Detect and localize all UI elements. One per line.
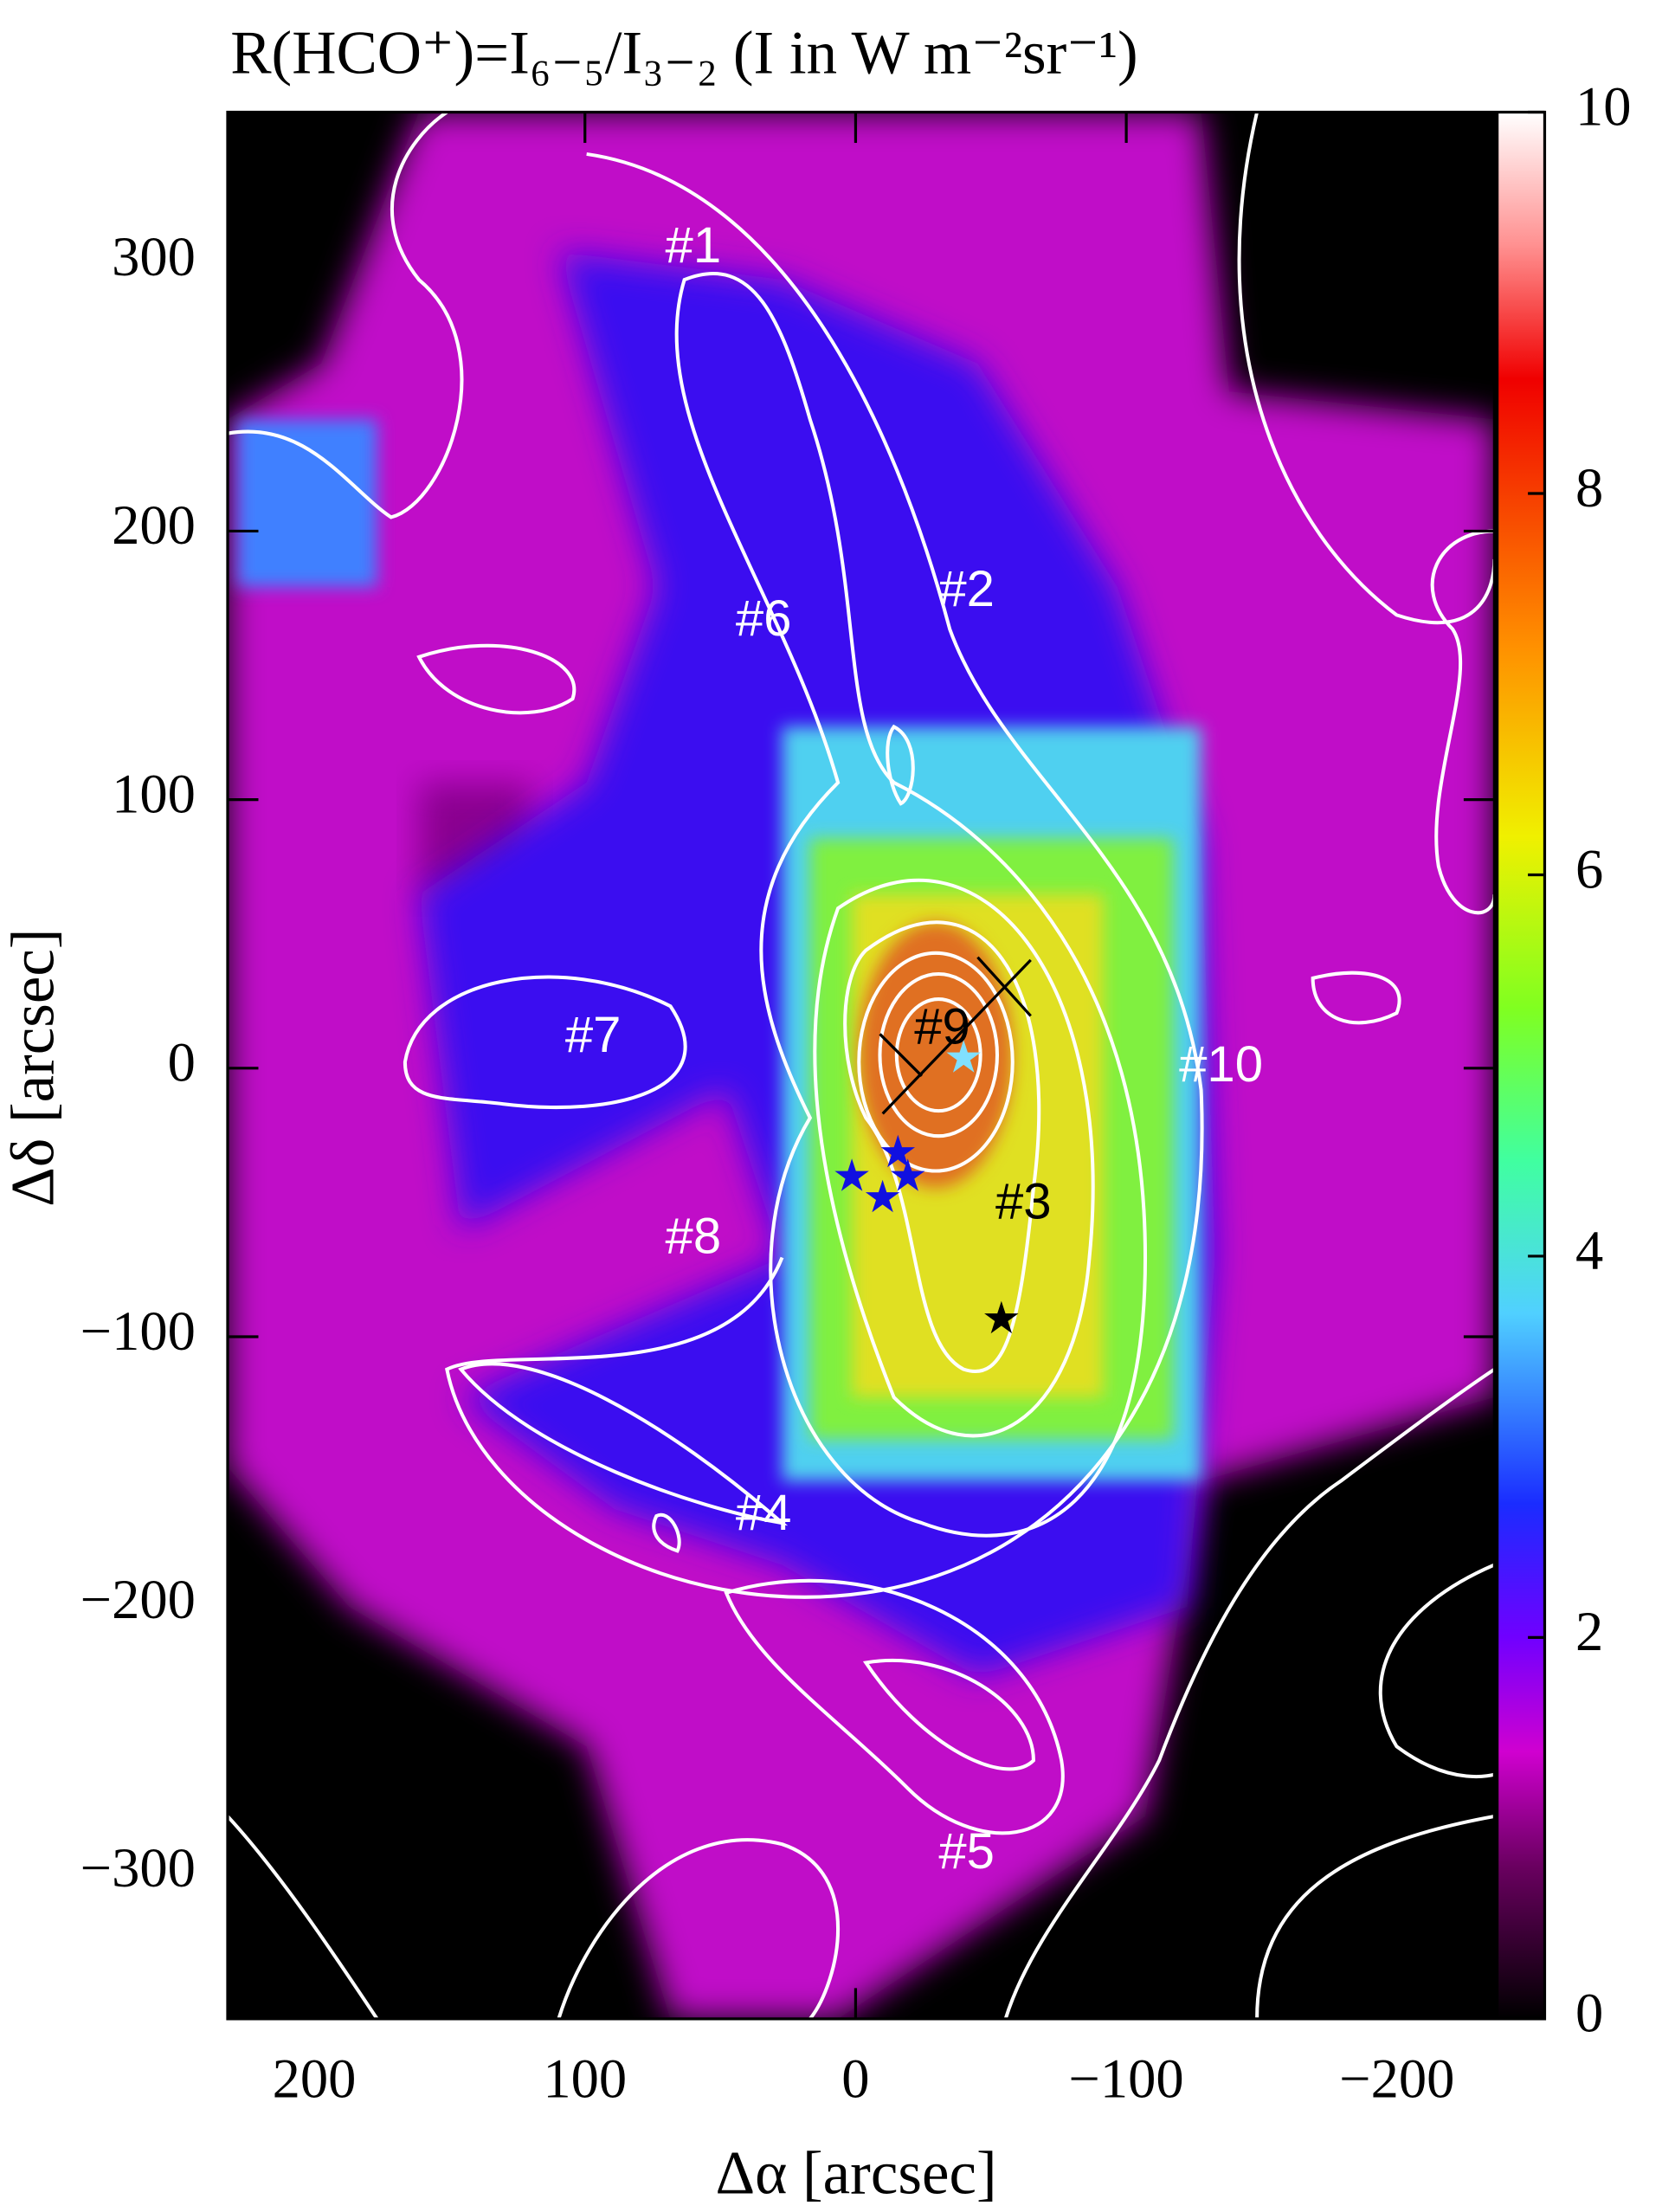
annotation: #1 [666, 217, 722, 274]
annotation: #8 [666, 1209, 722, 1265]
y-axis-label: Δδ [arcsec] [0, 928, 67, 1206]
x-tick-label: 0 [841, 2048, 869, 2110]
map-left-patch [237, 419, 377, 588]
star-marker: ★ [878, 1128, 918, 1177]
marker-line [881, 958, 1032, 1115]
chart-title: R(HCO⁺)=I₆₋₅/I₃₋₂ (I in W m⁻²sr⁻¹) [230, 20, 1137, 87]
y-tick-label: 100 [112, 762, 196, 824]
star-marker: ★ [832, 1152, 872, 1202]
y-tick-label: 200 [112, 493, 196, 556]
y-tick-label: −100 [81, 1299, 196, 1362]
annotation: #2 [938, 561, 995, 617]
annotation: #6 [736, 590, 792, 647]
x-tick-label: 200 [273, 2048, 357, 2110]
map: ★ ★ ★ ★ ★ ★ #1 #2 #3 #4 #5 #6 #7 #8 #9 #10 [227, 112, 1495, 2019]
colorbar-tick-label: 2 [1575, 1600, 1603, 1662]
plot-frame [226, 110, 1496, 2021]
colorbar-tick-label: 10 [1575, 74, 1632, 137]
colorbar-tick-label: 8 [1575, 456, 1603, 519]
y-tick-label: 300 [112, 225, 196, 287]
annotation: #4 [736, 1485, 792, 1541]
x-axis-label: Δα [arcsec] [715, 2140, 996, 2208]
y-tick-label: 0 [168, 1031, 196, 1093]
annotation: #5 [938, 1823, 995, 1880]
annotation: #9 [914, 999, 970, 1055]
contours [227, 112, 1495, 2019]
x-tick-label: −100 [1069, 2048, 1184, 2110]
x-tick-label: −200 [1339, 2048, 1454, 2110]
colorbar-tick-label: 0 [1575, 1982, 1603, 2044]
annotation: #10 [1179, 1036, 1263, 1093]
colorbar-tick-label: 6 [1575, 837, 1603, 900]
star-marker: ★ [944, 1034, 983, 1083]
annotation: #3 [995, 1173, 1052, 1229]
colorbar-tick-label: 4 [1575, 1219, 1603, 1281]
star-marker: ★ [982, 1294, 1021, 1344]
annotations: #1 #2 #3 #4 #5 #6 #7 #8 #9 #10 [565, 217, 1263, 1880]
colorbar [1496, 110, 1547, 2021]
star-marker: ★ [888, 1152, 928, 1202]
marker-line [879, 1033, 924, 1077]
star-marker: ★ [863, 1173, 903, 1222]
y-tick-label: −300 [81, 1836, 196, 1899]
markers: ★ ★ ★ ★ ★ ★ [832, 956, 1032, 1344]
y-tick-label: −200 [81, 1568, 196, 1630]
annotation: #7 [565, 1007, 622, 1063]
marker-line [976, 956, 1032, 1017]
x-tick-label: 100 [543, 2048, 627, 2110]
